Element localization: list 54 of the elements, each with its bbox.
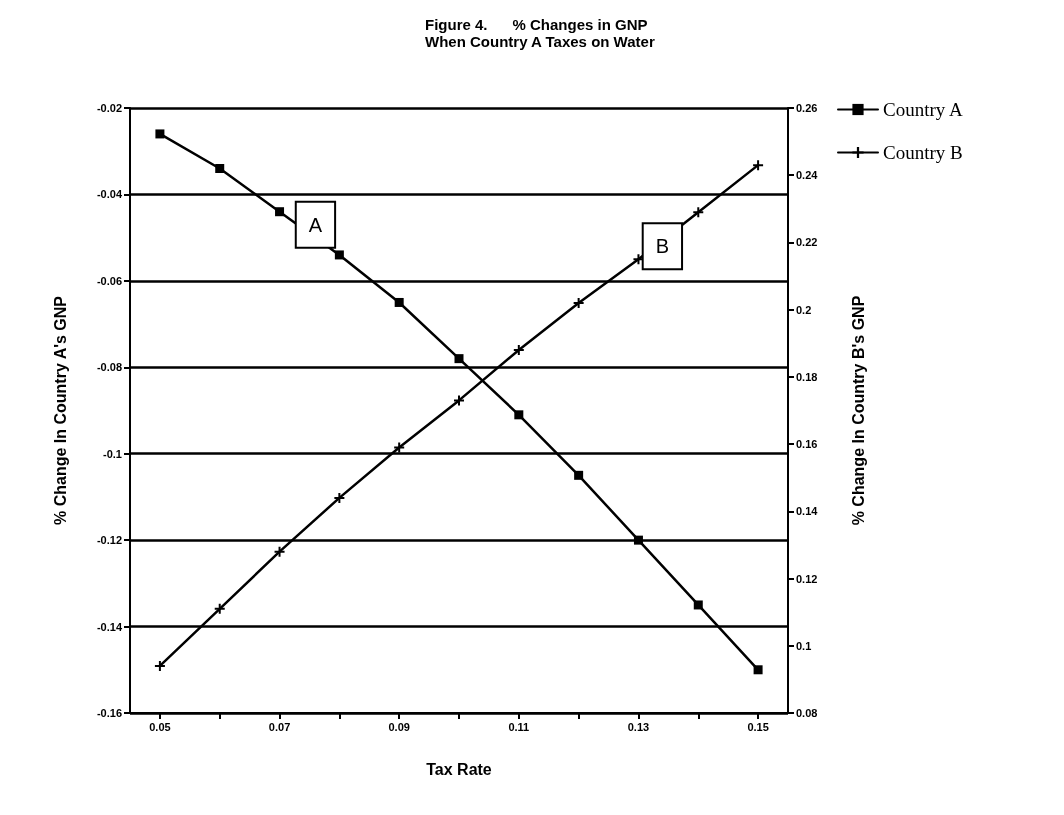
x-tick-label: 0.09 — [388, 720, 410, 733]
point — [514, 410, 524, 420]
y-tick-label: -0.14 — [96, 620, 123, 633]
x-tick-label: 0.05 — [149, 720, 171, 733]
point — [394, 297, 404, 307]
x-tick-label: 0.11 — [508, 720, 530, 733]
legend-label: Country A — [883, 99, 963, 120]
x-tick-label: 0.07 — [268, 720, 291, 733]
point — [454, 395, 464, 406]
point — [513, 345, 524, 355]
y2-tick-label: 0.12 — [796, 572, 818, 585]
y2-tick-label: 0.22 — [796, 236, 818, 249]
point — [693, 207, 704, 218]
point — [753, 160, 764, 171]
point — [753, 665, 763, 675]
y-tick-label: -0.16 — [96, 707, 122, 719]
chart-subtitle: When Country A Taxes on Water — [425, 33, 655, 50]
y2-axis-title: % Change In Country B's GNP — [849, 295, 867, 526]
point — [155, 129, 165, 139]
legend-label: Country B — [883, 142, 963, 163]
point — [454, 354, 464, 364]
point — [214, 603, 225, 614]
point — [275, 207, 285, 217]
point — [574, 470, 584, 480]
y2-tick-label: 0.1 — [796, 639, 812, 652]
annotation: A — [308, 213, 323, 236]
y-tick-label: -0.06 — [96, 274, 122, 287]
y2-tick-label: 0.18 — [796, 370, 818, 383]
point — [334, 250, 344, 260]
point — [693, 600, 703, 610]
y2-tick-label: 0.24 — [796, 169, 819, 182]
y2-tick-label: 0.14 — [796, 505, 819, 518]
y-tick-label: -0.02 — [96, 102, 122, 114]
y-tick-label: -0.04 — [96, 188, 123, 201]
point — [274, 546, 285, 557]
point — [215, 164, 225, 173]
x-tick-label: 0.15 — [747, 720, 769, 733]
y-tick-label: -0.08 — [96, 361, 122, 374]
point — [573, 297, 584, 308]
chart-title: Figure 4. % Changes in GNP — [425, 16, 648, 33]
x-axis-title: Tax Rate — [426, 760, 492, 778]
annotation: B — [655, 235, 670, 258]
point — [394, 442, 405, 453]
y2-tick-label: 0.26 — [796, 102, 818, 114]
x-tick-label: 0.13 — [627, 720, 650, 733]
point — [154, 660, 165, 671]
point — [334, 492, 345, 503]
y-tick-label: -0.1 — [103, 447, 122, 460]
y-tick-label: -0.12 — [96, 534, 122, 547]
point — [633, 535, 643, 545]
y2-tick-label: 0.2 — [796, 303, 812, 316]
y-axis-title: % Change In Country A's GNP — [51, 295, 69, 526]
y2-tick-label: 0.16 — [796, 438, 818, 451]
y2-tick-label: 0.08 — [796, 707, 818, 719]
